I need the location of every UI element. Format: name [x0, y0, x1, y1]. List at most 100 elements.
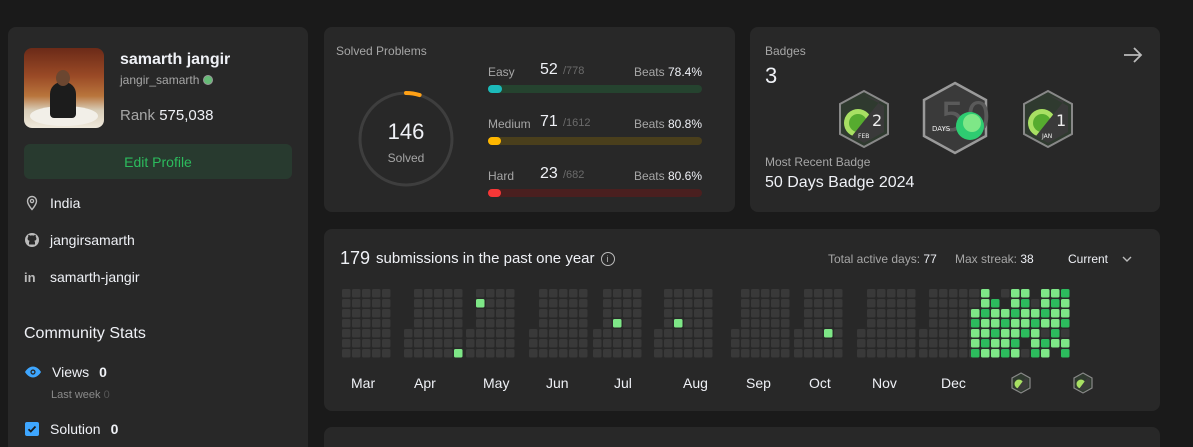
- heatmap-cell[interactable]: [949, 319, 958, 328]
- heatmap-cell[interactable]: [559, 349, 568, 358]
- heatmap-cell[interactable]: [761, 319, 770, 328]
- heatmap-cell[interactable]: [741, 289, 750, 298]
- heatmap-cell[interactable]: [907, 319, 916, 328]
- heatmap-cell[interactable]: [939, 329, 948, 338]
- heatmap-cell[interactable]: [939, 349, 948, 358]
- heatmap-cell[interactable]: [476, 339, 485, 348]
- heatmap-cell[interactable]: [1001, 339, 1010, 348]
- heatmap-cell[interactable]: [342, 339, 351, 348]
- heatmap-cell[interactable]: [506, 289, 515, 298]
- heatmap-cell[interactable]: [486, 319, 495, 328]
- heatmap-cell[interactable]: [1021, 299, 1030, 308]
- heatmap-cell[interactable]: [877, 339, 886, 348]
- heatmap-cell[interactable]: [569, 309, 578, 318]
- heatmap-cell[interactable]: [907, 349, 916, 358]
- heatmap-cell[interactable]: [1011, 299, 1020, 308]
- heatmap-cell[interactable]: [674, 329, 683, 338]
- heatmap-cell[interactable]: [454, 329, 463, 338]
- heatmap-cell[interactable]: [959, 339, 968, 348]
- heatmap-cell[interactable]: [674, 349, 683, 358]
- heatmap-cell[interactable]: [1011, 319, 1020, 328]
- heatmap-cell[interactable]: [804, 299, 813, 308]
- heatmap-cell[interactable]: [919, 349, 928, 358]
- heatmap-cell[interactable]: [991, 299, 1000, 308]
- edit-profile-button[interactable]: Edit Profile: [24, 144, 292, 179]
- heatmap-cell[interactable]: [579, 299, 588, 308]
- heatmap-cell[interactable]: [613, 329, 622, 338]
- heatmap-cell[interactable]: [877, 329, 886, 338]
- heatmap-cell[interactable]: [804, 329, 813, 338]
- heatmap-cell[interactable]: [824, 289, 833, 298]
- heatmap-cell[interactable]: [1041, 289, 1050, 298]
- heatmap-cell[interactable]: [1031, 329, 1040, 338]
- heatmap-cell[interactable]: [761, 299, 770, 308]
- heatmap-cell[interactable]: [1001, 319, 1010, 328]
- heatmap-cell[interactable]: [887, 349, 896, 358]
- heatmap-cell[interactable]: [877, 349, 886, 358]
- heatmap-cell[interactable]: [382, 289, 391, 298]
- heatmap-cell[interactable]: [971, 309, 980, 318]
- heatmap-cell[interactable]: [444, 349, 453, 358]
- heatmap-cell[interactable]: [1001, 289, 1010, 298]
- heatmap-cell[interactable]: [569, 289, 578, 298]
- heatmap-cell[interactable]: [579, 319, 588, 328]
- heatmap-cell[interactable]: [382, 299, 391, 308]
- heatmap-cell[interactable]: [559, 339, 568, 348]
- heatmap-cell[interactable]: [454, 339, 463, 348]
- heatmap-cell[interactable]: [1041, 339, 1050, 348]
- heatmap-cell[interactable]: [506, 339, 515, 348]
- heatmap-cell[interactable]: [382, 309, 391, 318]
- heatmap-cell[interactable]: [857, 329, 866, 338]
- heatmap-cell[interactable]: [824, 339, 833, 348]
- heatmap-cell[interactable]: [654, 329, 663, 338]
- heatmap-cell[interactable]: [603, 309, 612, 318]
- heatmap-cell[interactable]: [342, 299, 351, 308]
- heatmap-cell[interactable]: [981, 349, 990, 358]
- heatmap-cell[interactable]: [897, 319, 906, 328]
- heatmap-cell[interactable]: [704, 329, 713, 338]
- avatar[interactable]: [24, 48, 104, 128]
- heatmap-cell[interactable]: [907, 339, 916, 348]
- heatmap-cell[interactable]: [559, 329, 568, 338]
- heatmap-cell[interactable]: [814, 299, 823, 308]
- heatmap-cell[interactable]: [704, 299, 713, 308]
- heatmap-cell[interactable]: [684, 309, 693, 318]
- heatmap-cell[interactable]: [424, 349, 433, 358]
- heatmap-cell[interactable]: [867, 349, 876, 358]
- heatmap-cell[interactable]: [434, 299, 443, 308]
- jan-badge-marker-icon[interactable]: [1011, 372, 1031, 394]
- heatmap-cell[interactable]: [981, 289, 990, 298]
- heatmap-cell[interactable]: [929, 309, 938, 318]
- heatmap-cell[interactable]: [877, 299, 886, 308]
- heatmap-cell[interactable]: [579, 329, 588, 338]
- heatmap-cell[interactable]: [664, 349, 673, 358]
- heatmap-cell[interactable]: [939, 339, 948, 348]
- heatmap-cell[interactable]: [593, 329, 602, 338]
- heatmap-cell[interactable]: [907, 299, 916, 308]
- heatmap-cell[interactable]: [814, 309, 823, 318]
- heatmap-cell[interactable]: [579, 339, 588, 348]
- heatmap-cell[interactable]: [633, 319, 642, 328]
- heatmap-cell[interactable]: [362, 319, 371, 328]
- heatmap-cell[interactable]: [549, 339, 558, 348]
- heatmap-cell[interactable]: [674, 309, 683, 318]
- heatmap-cell[interactable]: [897, 309, 906, 318]
- heatmap-cell[interactable]: [781, 289, 790, 298]
- heatmap-cell[interactable]: [761, 309, 770, 318]
- heatmap-cell[interactable]: [424, 299, 433, 308]
- heatmap-cell[interactable]: [897, 329, 906, 338]
- heatmap-cell[interactable]: [694, 319, 703, 328]
- heatmap-cell[interactable]: [981, 339, 990, 348]
- heatmap-cell[interactable]: [694, 309, 703, 318]
- heatmap-cell[interactable]: [633, 309, 642, 318]
- heatmap-cell[interactable]: [372, 339, 381, 348]
- heatmap-cell[interactable]: [1051, 319, 1060, 328]
- github-row[interactable]: jangirsamarth: [24, 232, 135, 248]
- heatmap-cell[interactable]: [549, 309, 558, 318]
- heatmap-cell[interactable]: [664, 299, 673, 308]
- heatmap-cell[interactable]: [684, 329, 693, 338]
- heatmap-cell[interactable]: [372, 349, 381, 358]
- heatmap-cell[interactable]: [372, 309, 381, 318]
- heatmap-cell[interactable]: [794, 329, 803, 338]
- heatmap-cell[interactable]: [454, 309, 463, 318]
